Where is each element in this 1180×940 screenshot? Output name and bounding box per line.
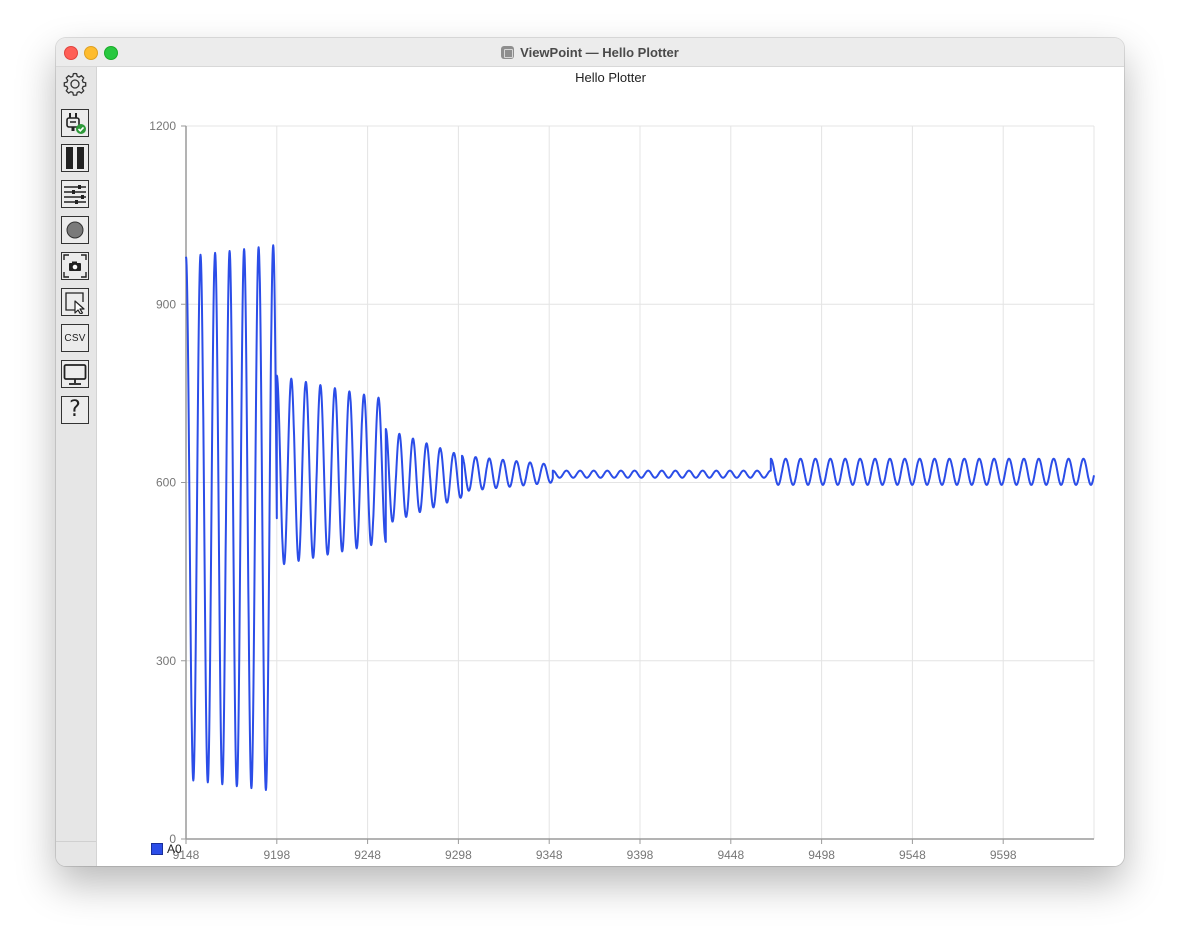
legend-label: A0 bbox=[167, 842, 182, 856]
y-tick-label: 300 bbox=[156, 654, 176, 668]
plot-settings-button[interactable] bbox=[61, 180, 89, 208]
connect-button[interactable] bbox=[61, 109, 89, 137]
monitor-icon bbox=[63, 364, 87, 385]
camera-icon bbox=[63, 254, 87, 278]
x-tick-label: 9498 bbox=[808, 848, 835, 862]
x-tick-label: 9548 bbox=[899, 848, 926, 862]
settings-button[interactable] bbox=[62, 71, 88, 97]
y-tick-label: 1200 bbox=[149, 119, 176, 133]
zoom-window-button[interactable] bbox=[104, 46, 118, 60]
y-tick-label: 900 bbox=[156, 297, 176, 311]
app-icon bbox=[501, 45, 515, 59]
csv-icon: CSV bbox=[64, 332, 86, 344]
x-tick-label: 9598 bbox=[990, 848, 1017, 862]
x-tick-label: 9298 bbox=[445, 848, 472, 862]
chart-title: Hello Plotter bbox=[575, 70, 646, 85]
pause-button[interactable] bbox=[61, 144, 89, 172]
legend-swatch bbox=[151, 843, 163, 855]
close-window-button[interactable] bbox=[64, 46, 78, 60]
sliders-icon bbox=[64, 185, 86, 204]
y-tick-label: 0 bbox=[169, 832, 176, 846]
title-bar: ViewPoint — Hello Plotter bbox=[56, 38, 1124, 67]
x-tick-label: 9198 bbox=[263, 848, 290, 862]
x-tick-label: 9448 bbox=[717, 848, 744, 862]
export-csv-button[interactable]: CSV bbox=[61, 324, 89, 352]
pause-icon bbox=[66, 147, 84, 169]
window-title: ViewPoint — Hello Plotter bbox=[520, 44, 679, 60]
cursor-select-icon bbox=[65, 292, 85, 314]
select-button[interactable] bbox=[61, 288, 89, 316]
record-button[interactable] bbox=[61, 216, 89, 244]
sidebar-footer bbox=[56, 841, 96, 866]
x-tick-label: 9248 bbox=[354, 848, 381, 862]
gear-icon bbox=[63, 72, 87, 96]
series-line-A0 bbox=[185, 244, 1095, 791]
plug-check-icon bbox=[66, 113, 86, 134]
app-window: ViewPoint — Hello Plotter bbox=[56, 38, 1124, 866]
y-tick-label: 600 bbox=[156, 476, 176, 490]
record-icon bbox=[66, 221, 84, 239]
minimize-window-button[interactable] bbox=[84, 46, 98, 60]
x-tick-label: 9398 bbox=[627, 848, 654, 862]
plot-canvas[interactable]: 0 300 600 900 1200 9148 9198 9248 9298 9348 9398 94… bbox=[97, 67, 1124, 866]
screenshot-button[interactable] bbox=[61, 252, 89, 280]
help-button[interactable]: ? bbox=[61, 396, 89, 424]
legend[interactable]: A0 bbox=[151, 842, 182, 856]
toolbar-sidebar: CSV ? bbox=[56, 67, 97, 866]
display-button[interactable] bbox=[61, 360, 89, 388]
x-tick-label: 9348 bbox=[536, 848, 563, 862]
chart-area: Hello Plotter 0 300 600 900 1200 9148 9198 9248… bbox=[97, 67, 1124, 866]
x-tick-label: 9148 bbox=[173, 848, 200, 862]
help-icon: ? bbox=[69, 397, 81, 422]
